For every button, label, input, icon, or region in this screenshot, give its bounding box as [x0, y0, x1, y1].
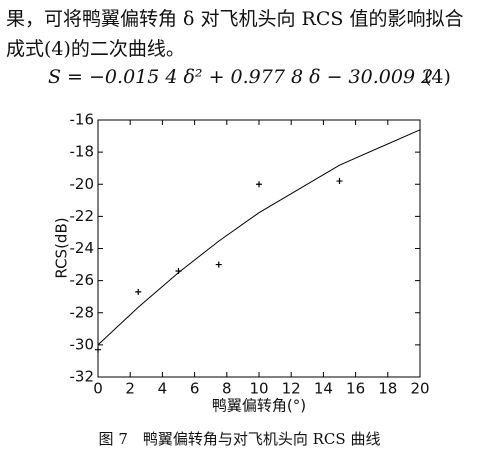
- y-tick-label: -30: [70, 335, 95, 353]
- x-tick-label: 0: [93, 380, 103, 398]
- caption: 图 7 鸭翼偏转角与对飞机头向 RCS 曲线: [98, 430, 381, 448]
- y-tick-label: -18: [70, 143, 95, 161]
- y-tick-label: -26: [70, 271, 95, 289]
- x-tick-label: 8: [222, 380, 232, 398]
- x-axis-label: 鸭翼偏转角(°): [212, 397, 306, 415]
- fit-line: [97, 129, 421, 346]
- equation-number: (4): [424, 66, 451, 88]
- x-tick-label: 16: [346, 380, 365, 398]
- y-tick-label: -24: [70, 239, 95, 257]
- y-tick-label: -16: [70, 111, 95, 129]
- x-tick-label: 6: [190, 380, 200, 398]
- data-point: [135, 288, 142, 295]
- plot-frame: [97, 119, 421, 378]
- data-point: [215, 261, 222, 268]
- x-tick-label: 18: [378, 380, 397, 398]
- x-tick-label: 14: [314, 380, 333, 398]
- x-tick-label: 12: [282, 380, 301, 398]
- data-point: [95, 346, 101, 353]
- x-tick-label: 4: [158, 380, 168, 398]
- y-axis-label: RCS(dB): [53, 217, 71, 278]
- y-tick-label: -32: [70, 368, 95, 386]
- equation: S = −0.015 4 δ² + 0.977 8 δ − 30.009 2: [48, 66, 434, 88]
- x-tick-label: 20: [410, 380, 429, 398]
- data-point: [336, 178, 343, 185]
- chart: RCS(dB) 鸭翼偏转角(°) 0 2 4 6 8 10 12 14 16 18 20 -32 -30…: [53, 111, 430, 415]
- x-tick-label: 10: [249, 380, 268, 398]
- x-tick-label: 2: [125, 380, 135, 398]
- y-tick-label: -20: [70, 175, 95, 193]
- data-point: [256, 181, 262, 188]
- text-line: 成式(4)的二次曲线。: [6, 38, 185, 60]
- y-tick-label: -28: [70, 303, 95, 321]
- text-line: 果，可将鸭翼偏转角 δ 对飞机头向 RCS 值的影响拟合: [6, 8, 464, 30]
- y-tick-label: -22: [70, 207, 95, 225]
